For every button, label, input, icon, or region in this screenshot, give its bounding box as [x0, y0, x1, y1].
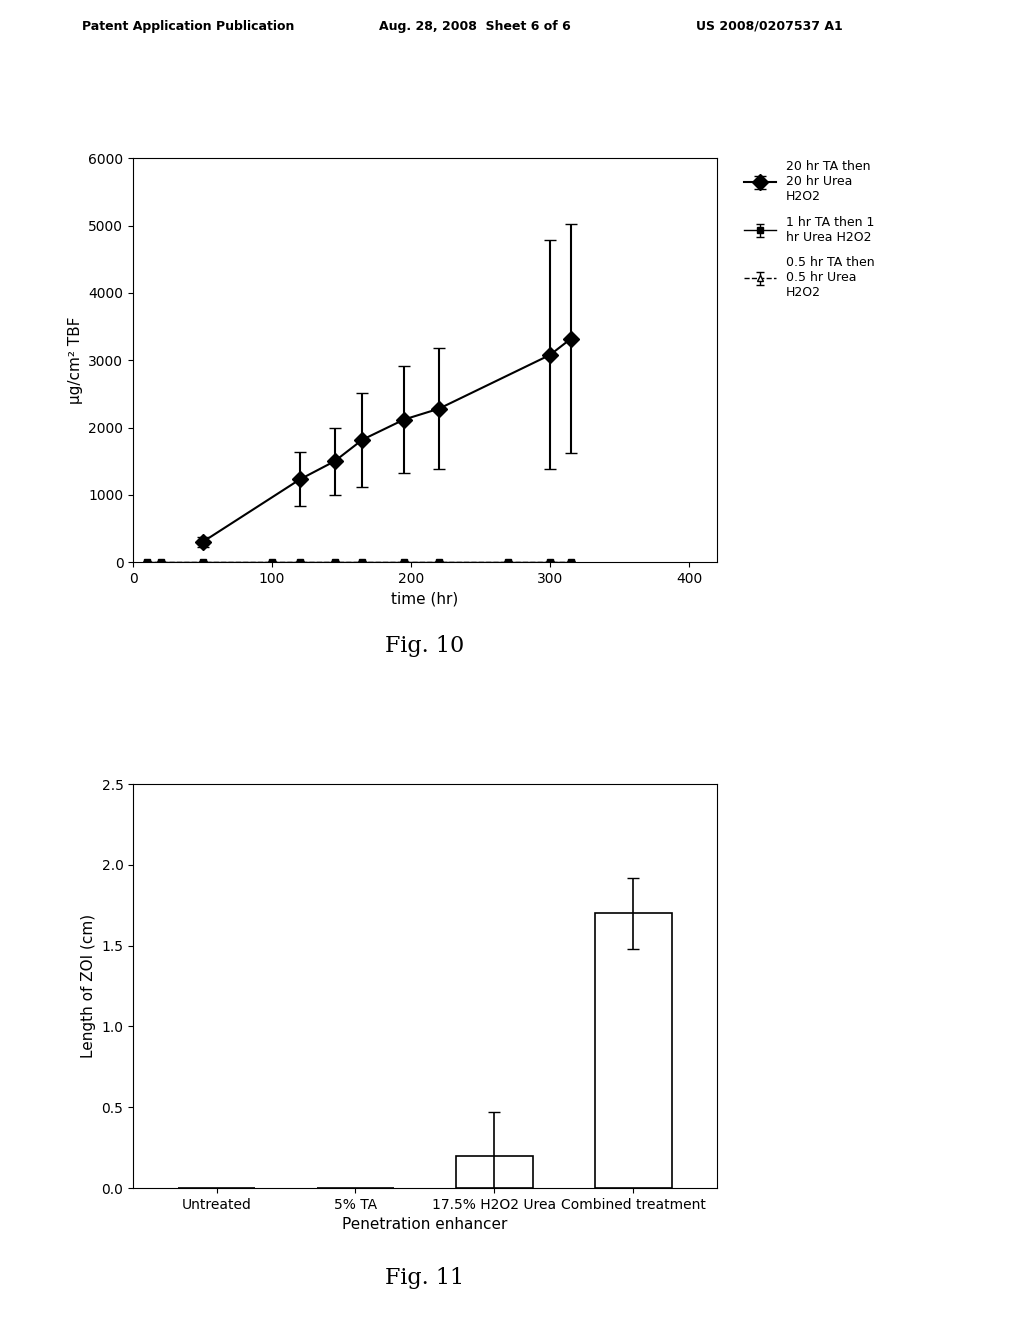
- Text: Fig. 11: Fig. 11: [385, 1267, 465, 1290]
- Y-axis label: μg/cm² TBF: μg/cm² TBF: [68, 317, 83, 404]
- Y-axis label: Length of ZOI (cm): Length of ZOI (cm): [81, 913, 96, 1059]
- Bar: [457, 1156, 532, 1188]
- Text: Fig. 10: Fig. 10: [385, 635, 465, 657]
- Text: US 2008/0207537 A1: US 2008/0207537 A1: [696, 20, 843, 33]
- Text: Aug. 28, 2008  Sheet 6 of 6: Aug. 28, 2008 Sheet 6 of 6: [379, 20, 570, 33]
- X-axis label: time (hr): time (hr): [391, 591, 459, 606]
- Bar: [595, 913, 672, 1188]
- Legend: 20 hr TA then
20 hr Urea
H2O2, 1 hr TA then 1
hr Urea H2O2, 0.5 hr TA then
0.5 h: 20 hr TA then 20 hr Urea H2O2, 1 hr TA t…: [740, 157, 878, 304]
- X-axis label: Penetration enhancer: Penetration enhancer: [342, 1217, 508, 1233]
- Text: Patent Application Publication: Patent Application Publication: [82, 20, 294, 33]
